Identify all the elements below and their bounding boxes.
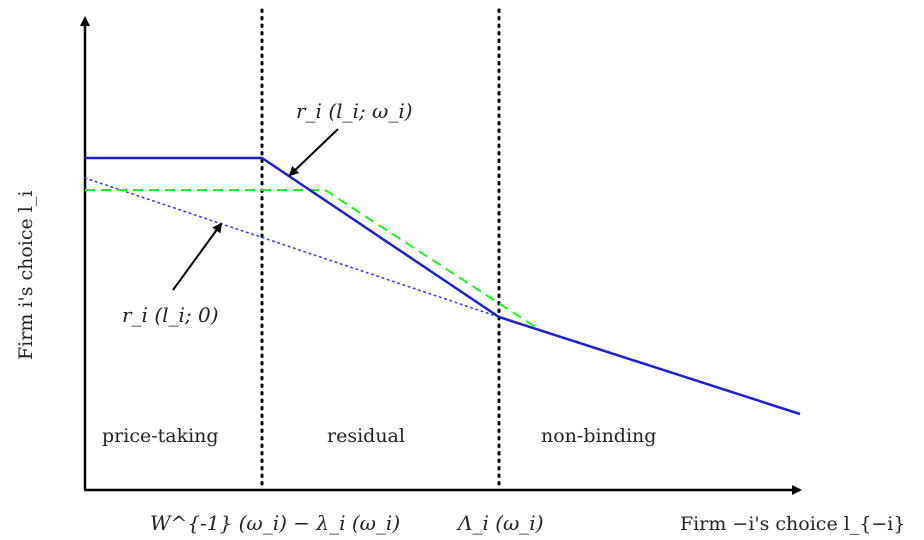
region-label-non-binding: non-binding bbox=[541, 425, 656, 447]
y-axis-title: Firm i's choice l_i bbox=[15, 191, 37, 360]
curve-label-zero: r_i (l_i; 0) bbox=[122, 303, 219, 327]
curve-label-omega: r_i (l_i; ω_i) bbox=[296, 99, 413, 123]
region-label-residual: residual bbox=[327, 425, 405, 447]
x-axis-title: Firm −i's choice l_{−i} bbox=[680, 513, 905, 535]
pointer-arrow-omega bbox=[288, 128, 339, 177]
x-tick-left-threshold: W^{-1} (ω_i) − λ_i (ω_i) bbox=[150, 511, 400, 535]
reaction-curve-omega bbox=[85, 156, 801, 416]
reaction-curve-zero bbox=[84, 177, 500, 318]
pointer-arrow-zero bbox=[172, 222, 223, 291]
region-label-price-taking: price-taking bbox=[102, 425, 219, 447]
x-tick-right-threshold: Λ_i (ω_i) bbox=[456, 511, 544, 535]
